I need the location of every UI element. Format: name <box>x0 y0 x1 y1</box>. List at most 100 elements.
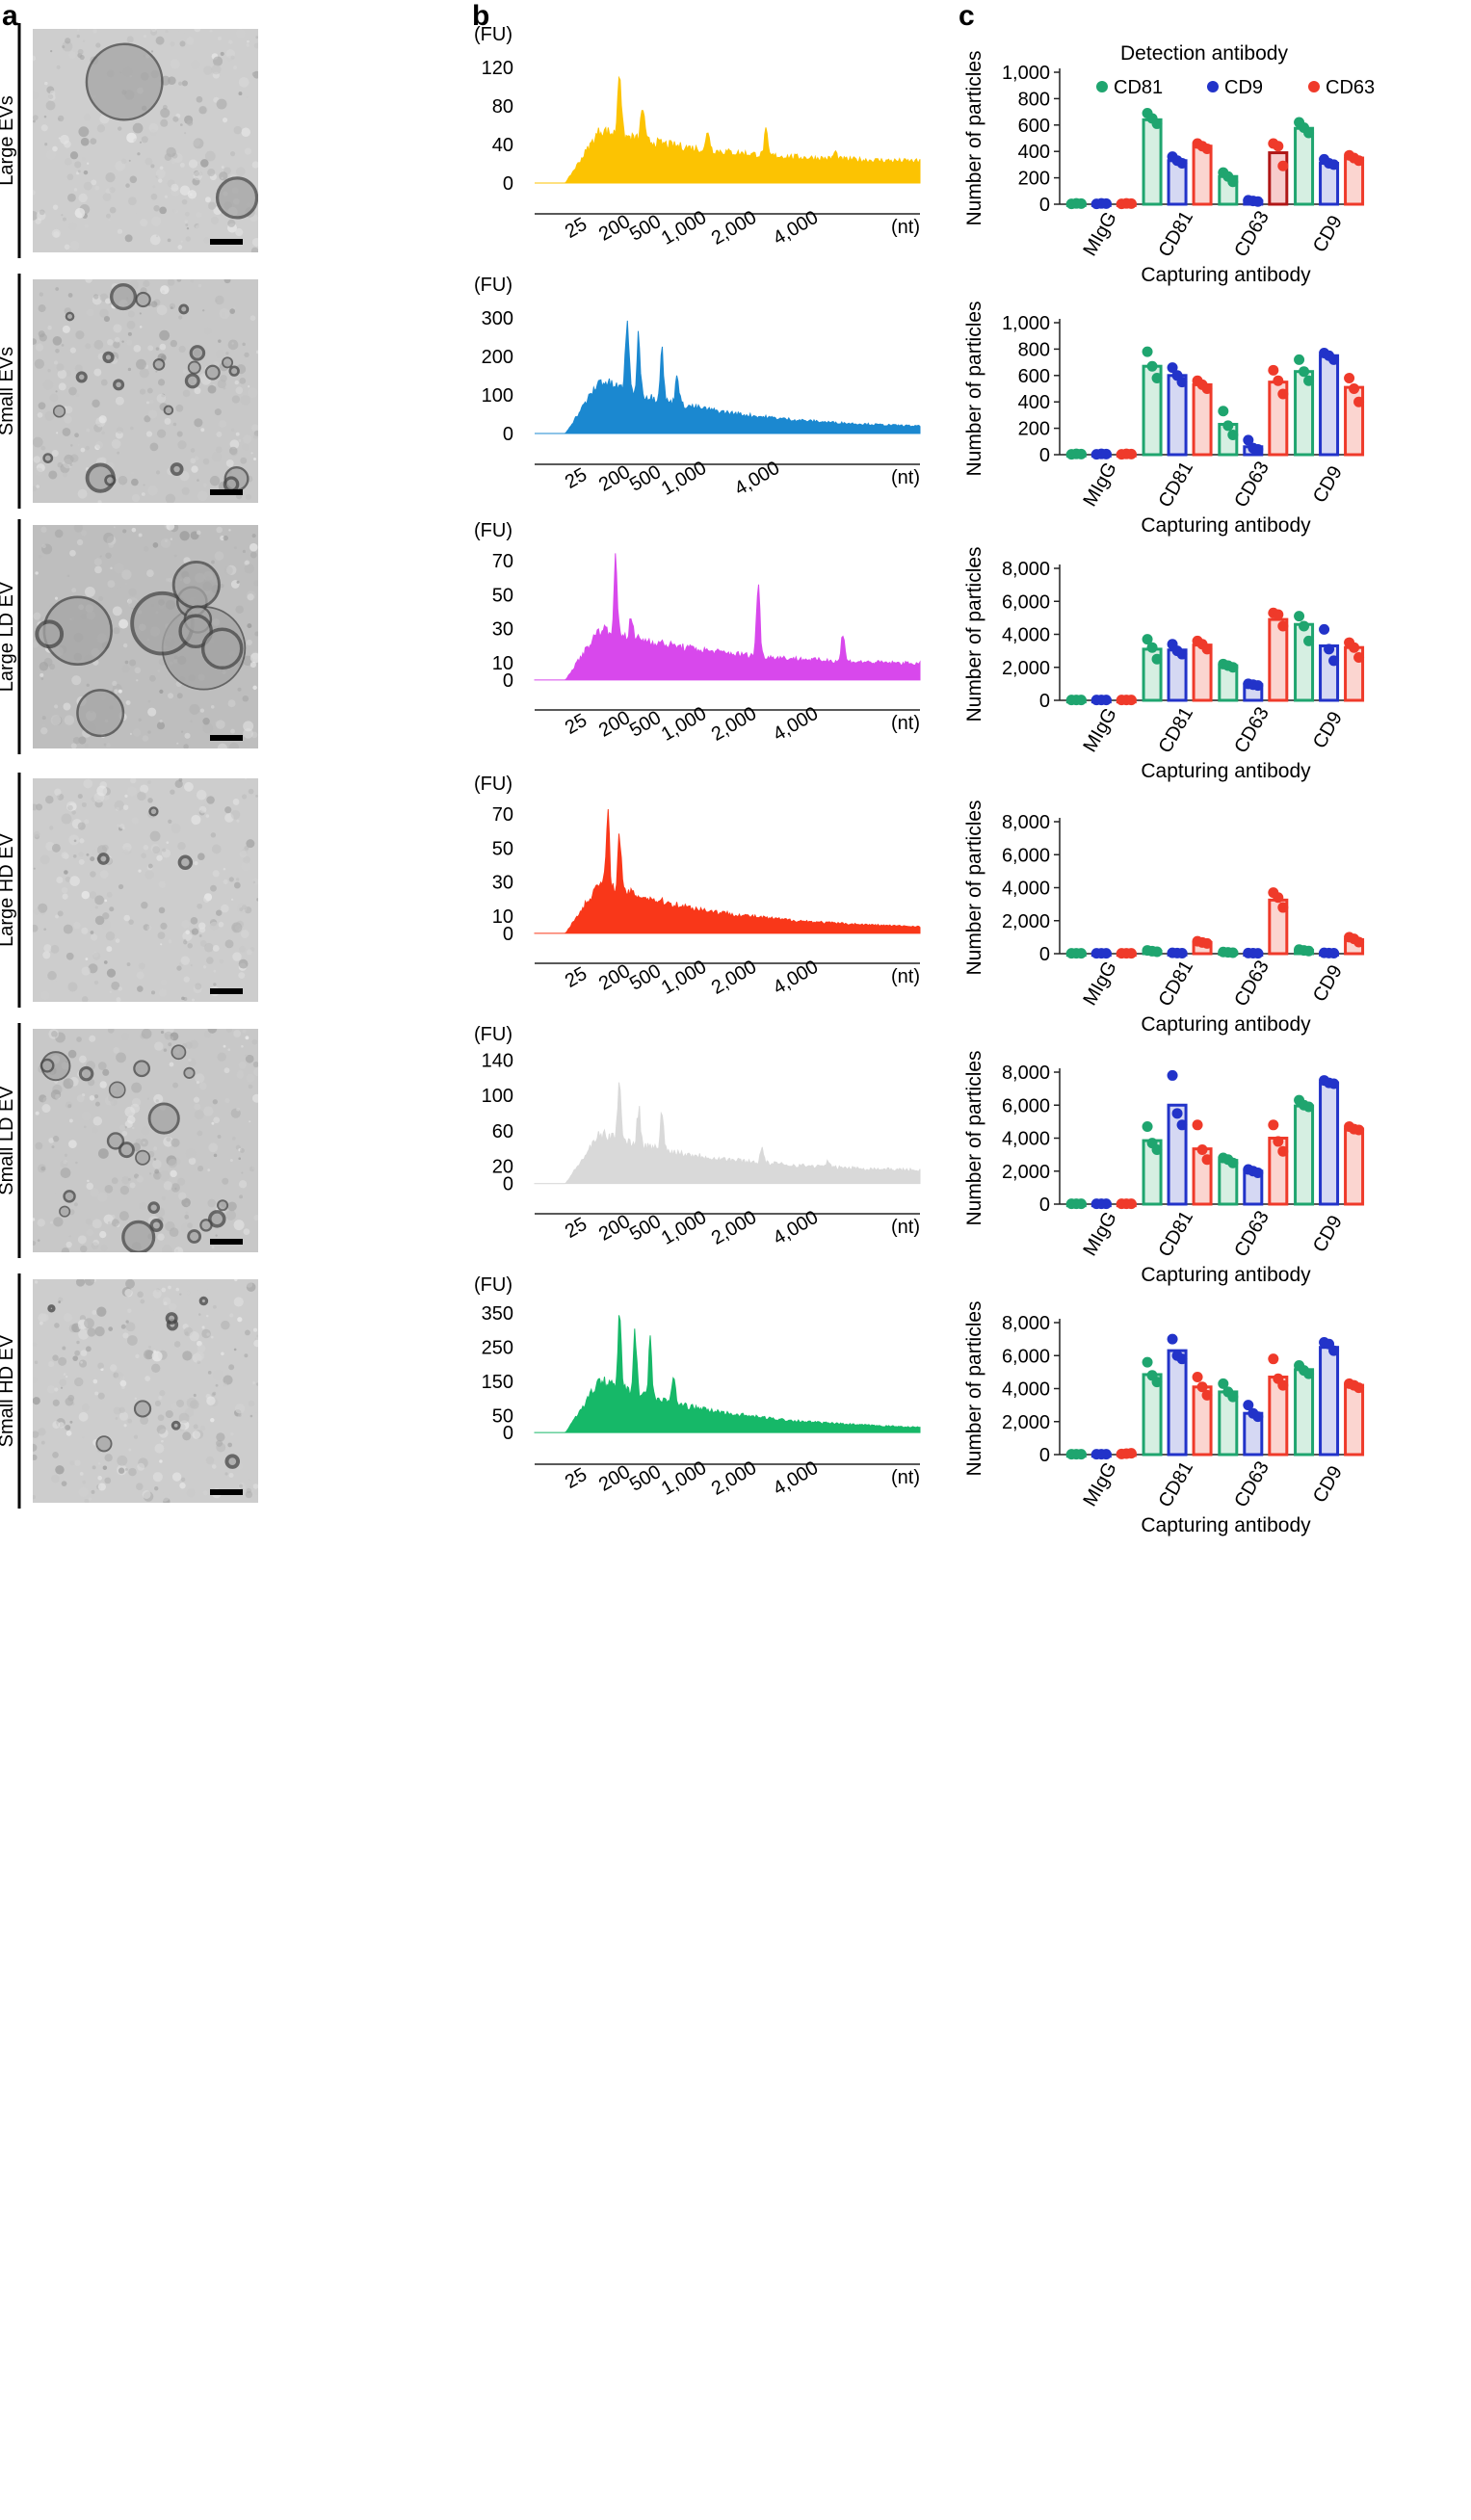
tem-micrograph-large-ld-ev <box>33 525 258 748</box>
tem-micrograph-small-hd-ev <box>33 1279 258 1503</box>
x-tick-label: 500 <box>626 707 665 742</box>
x-tick-label: 500 <box>626 461 665 496</box>
data-point <box>1151 1377 1163 1388</box>
data-point <box>1353 1382 1365 1394</box>
bar-chart-0: 0 200 400 600 800 1,000 Number of particles Cap… <box>963 42 1375 286</box>
data-point <box>1273 375 1284 386</box>
tem-micrograph-large-evs <box>33 29 258 252</box>
data-point <box>1151 1143 1163 1155</box>
data-point <box>1227 429 1239 440</box>
bar-cd81-cd9 <box>1294 1104 1315 1206</box>
y-tick-label: 1,000 <box>1002 313 1050 334</box>
data-point <box>1142 634 1153 645</box>
x-axis-title: Capturing antibody <box>1141 760 1311 782</box>
data-point <box>1125 1448 1137 1459</box>
electropherogram-area <box>535 75 921 184</box>
y-tick-label: 1,000 <box>1002 63 1050 84</box>
y-tick-label: 6,000 <box>1002 1095 1050 1116</box>
legend-marker <box>1308 81 1320 92</box>
bar-cd63-cd81 <box>1192 382 1213 457</box>
x-tick-label: CD63 <box>1230 458 1274 511</box>
data-point <box>1146 642 1158 653</box>
tem-micrograph-small-ld-ev <box>33 1029 258 1252</box>
data-point <box>1294 611 1305 622</box>
data-point <box>1196 1381 1208 1393</box>
em-row-4: Small LD EV <box>0 1023 258 1258</box>
data-point <box>1227 662 1239 673</box>
y-tick-label: 0 <box>503 670 513 692</box>
legend-label: CD63 <box>1326 77 1375 98</box>
x-tick-label: 500 <box>626 1461 665 1496</box>
bar-cd9-cd81 <box>1167 1349 1188 1457</box>
x-tick-label: CD63 <box>1230 1457 1274 1510</box>
data-point <box>1201 383 1213 394</box>
y-tick-label: 0 <box>503 1174 513 1195</box>
data-point <box>1151 946 1163 958</box>
y-tick-label: 40 <box>492 135 513 156</box>
data-point <box>1277 1145 1289 1157</box>
data-point <box>1268 1119 1279 1131</box>
y-tick-label: 30 <box>492 873 513 894</box>
data-point <box>1201 1389 1213 1401</box>
y-tick-label: 0 <box>503 424 513 445</box>
data-point <box>1227 1157 1239 1168</box>
x-tick-label: CD81 <box>1155 957 1198 1010</box>
bar-cd9-cd9 <box>1319 354 1340 457</box>
legend-item-cd9: CD9 <box>1207 77 1263 98</box>
x-unit-label: (nt) <box>891 467 920 488</box>
data-point <box>1353 936 1365 948</box>
data-point <box>1353 1124 1365 1136</box>
data-point <box>1100 1198 1112 1210</box>
bar-chart-2: 0 2,000 4,000 6,000 8,000 Number of particles… <box>963 546 1365 782</box>
y-tick-label: 0 <box>503 924 513 945</box>
data-point <box>1125 948 1137 959</box>
y-tick-label: 4,000 <box>1002 1379 1050 1401</box>
tem-micrograph-large-hd-ev <box>33 778 258 1002</box>
x-tick-label: 25 <box>562 1214 591 1243</box>
x-unit-label: (nt) <box>891 217 920 238</box>
data-point <box>1328 1345 1340 1356</box>
data-point <box>1075 1449 1087 1460</box>
data-point <box>1142 1121 1153 1133</box>
x-tick-label: CD63 <box>1230 703 1274 756</box>
y-tick-label: 0 <box>1039 691 1050 712</box>
y-tick-label: 600 <box>1018 116 1050 137</box>
data-point <box>1328 655 1340 667</box>
data-point <box>1201 1154 1213 1166</box>
x-unit-label: (nt) <box>891 1217 920 1238</box>
x-tick-label: 500 <box>626 211 665 246</box>
x-tick-label: CD9 <box>1309 212 1347 256</box>
x-tick-label: 25 <box>562 214 591 243</box>
data-point <box>1100 197 1112 209</box>
data-point <box>1319 623 1330 635</box>
data-point <box>1125 1198 1137 1210</box>
em-scale-bar <box>210 489 243 495</box>
data-point <box>1303 1101 1315 1113</box>
data-point <box>1273 892 1284 904</box>
em-row-2: Large LD EV <box>0 519 258 754</box>
y-tick-label: 400 <box>1018 142 1050 163</box>
electropherogram-area <box>535 320 921 434</box>
y-tick-label: 0 <box>1039 195 1050 216</box>
x-tick-label: CD9 <box>1309 961 1347 1006</box>
data-point <box>1268 1353 1279 1365</box>
row-label: Large LD EV <box>0 581 17 692</box>
row-label: Large EVs <box>0 95 17 185</box>
x-tick-label: MIgG <box>1079 704 1121 755</box>
x-tick-label: 25 <box>562 464 591 493</box>
y-tick-label: 0 <box>1039 1194 1050 1216</box>
data-point <box>1125 197 1137 209</box>
x-unit-label: (nt) <box>891 713 920 734</box>
panel-label-c: c <box>959 0 975 32</box>
data-point <box>1100 448 1112 459</box>
data-point <box>1353 651 1365 663</box>
y-tick-label: 150 <box>482 1372 513 1393</box>
data-point <box>1075 948 1087 959</box>
x-axis-title: Capturing antibody <box>1141 264 1311 286</box>
x-tick-label: 500 <box>626 960 665 995</box>
data-point <box>1075 1198 1087 1210</box>
data-point <box>1349 383 1360 394</box>
y-tick-label: 100 <box>482 1086 513 1107</box>
bar-cd9-cd9 <box>1319 1346 1340 1457</box>
